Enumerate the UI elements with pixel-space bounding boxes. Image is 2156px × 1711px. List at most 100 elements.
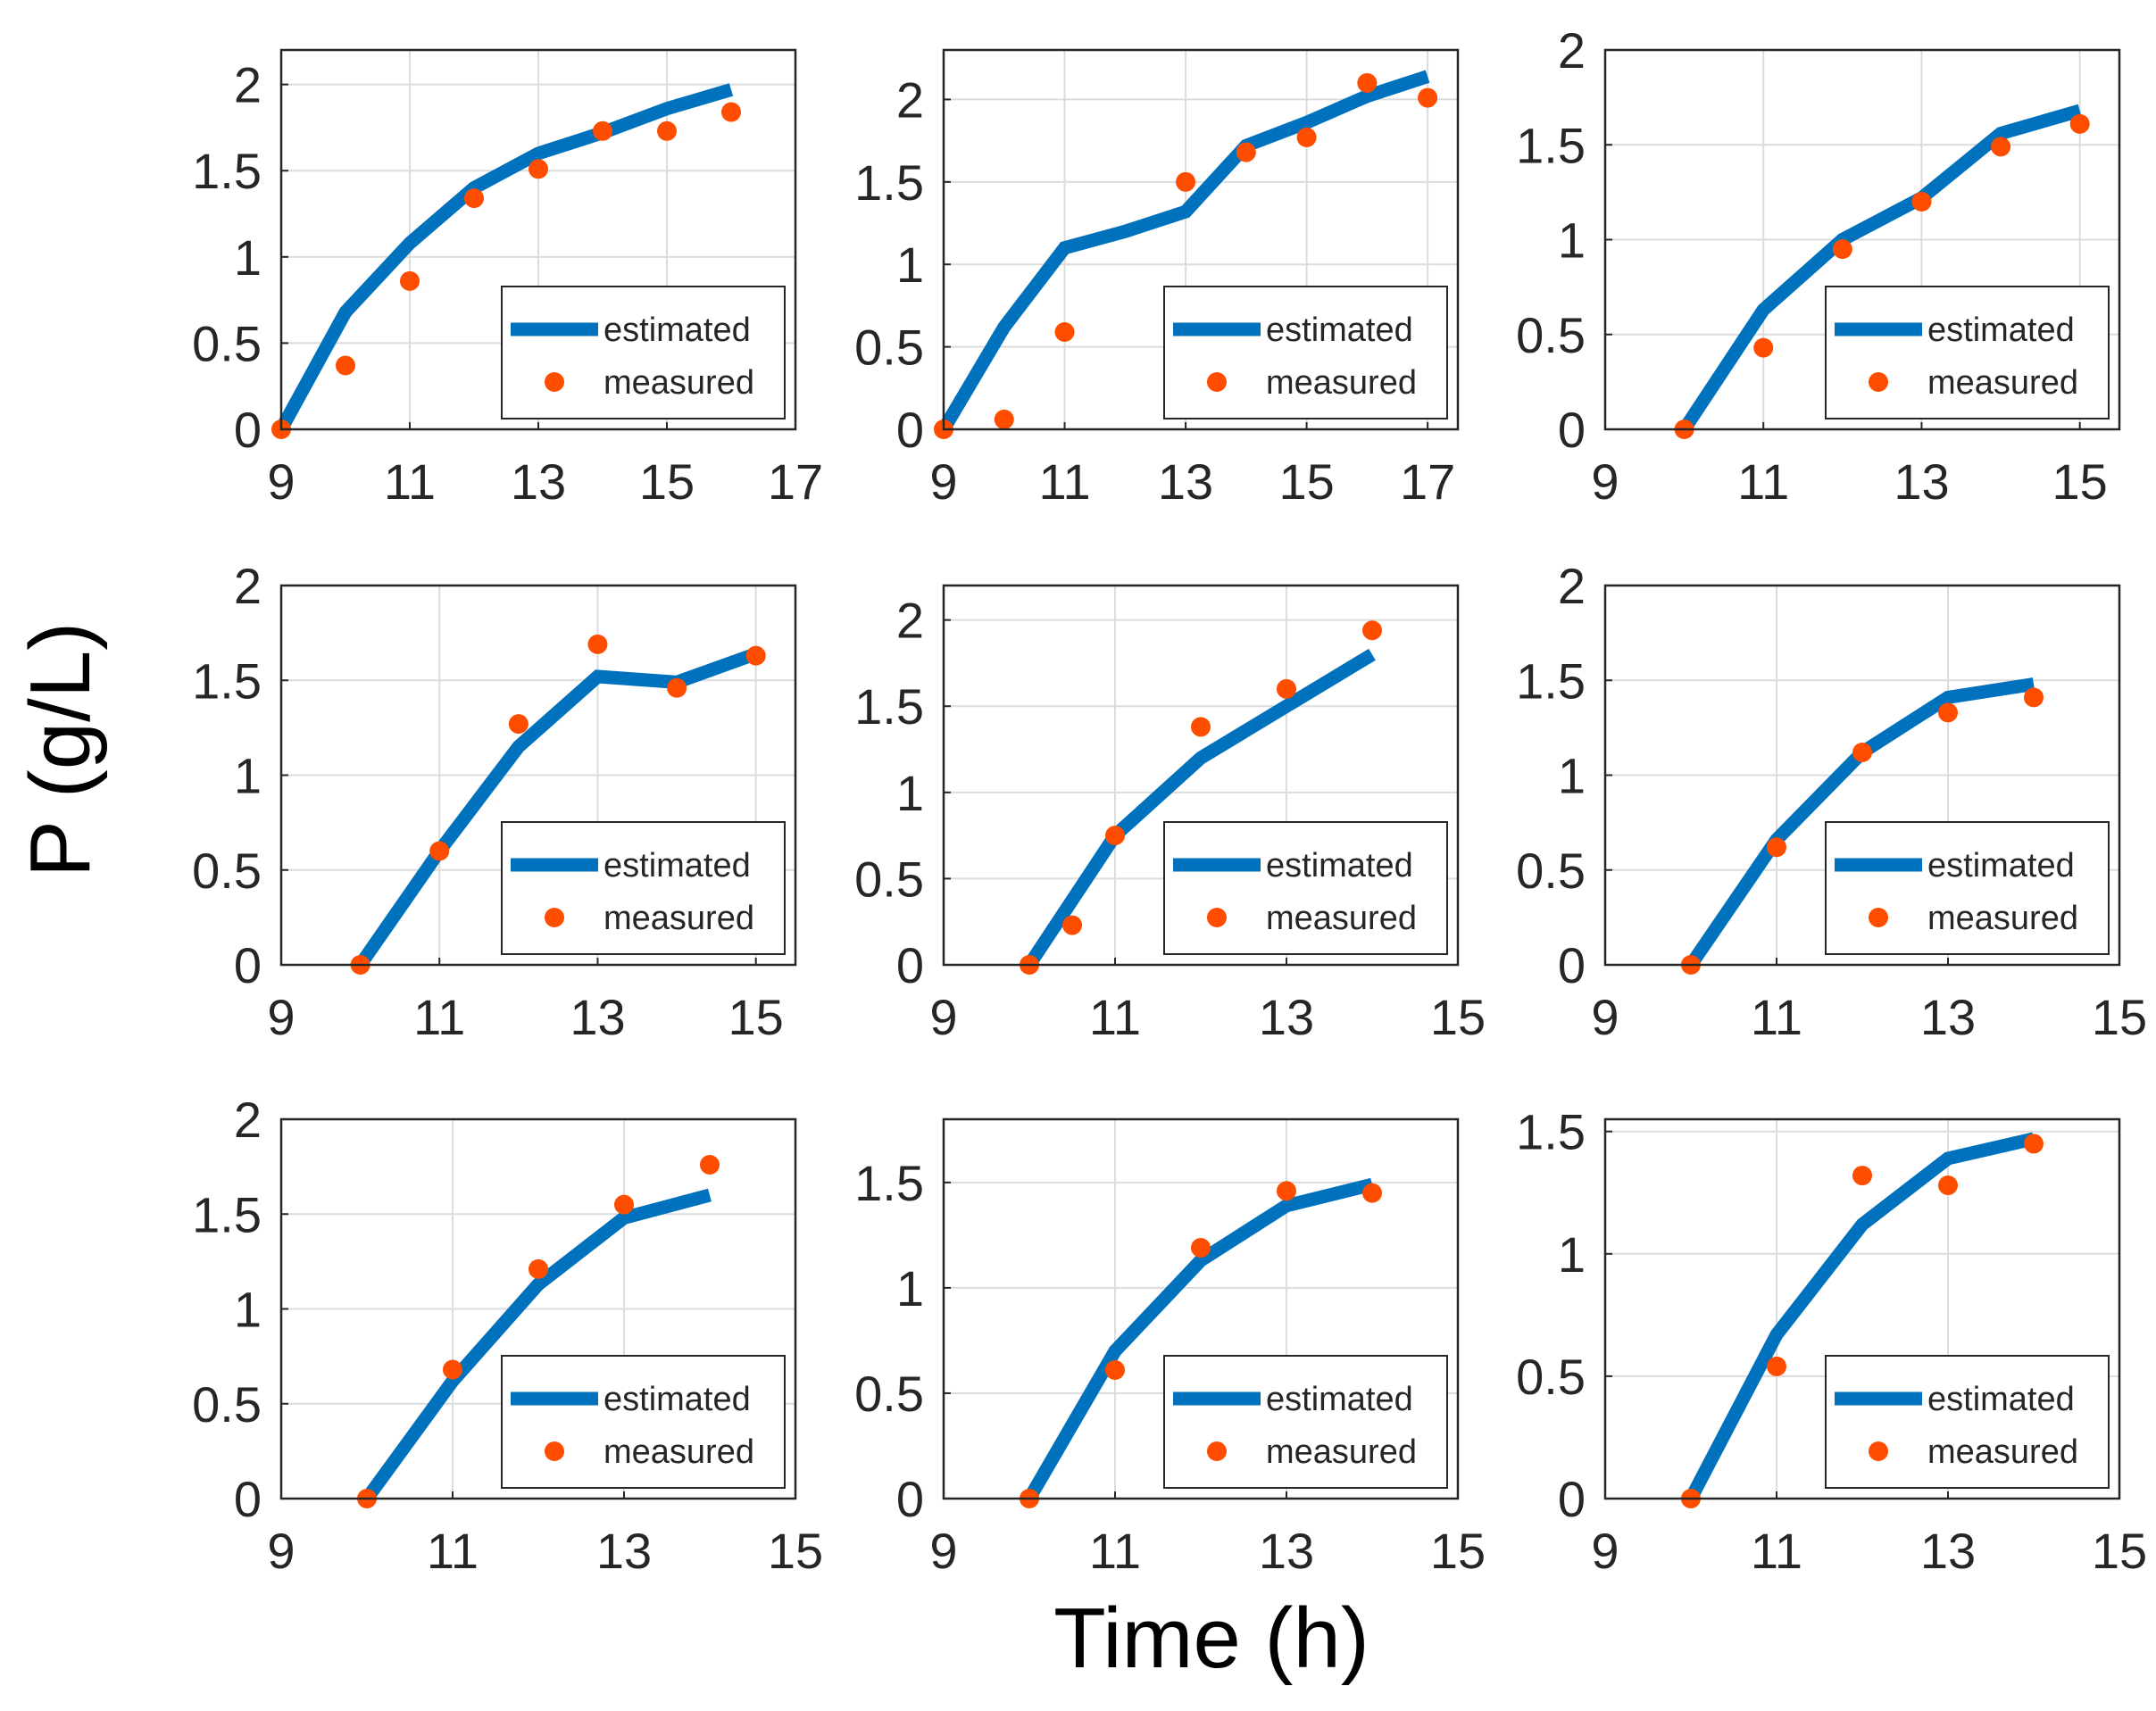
x-tick-label: 9: [1591, 1523, 1619, 1579]
data-point-measured: [1277, 678, 1296, 699]
data-point-measured: [587, 634, 608, 654]
legend-label-estimated: estimated: [1266, 311, 1413, 349]
data-point-measured: [1176, 171, 1196, 192]
data-point-measured: [1105, 1359, 1125, 1380]
x-tick-label: 9: [267, 989, 295, 1045]
data-point-measured: [1277, 1181, 1296, 1201]
legend-label-estimated: estimated: [1927, 311, 2075, 349]
data-point-measured: [721, 102, 741, 122]
legend-swatch-measured: [1207, 1441, 1227, 1461]
y-tick-label: 0: [234, 1471, 262, 1527]
legend-swatch-measured: [545, 372, 564, 392]
x-tick-label: 11: [1751, 1523, 1802, 1579]
y-tick-label: 0: [234, 937, 262, 993]
y-tick-label: 2: [896, 71, 924, 128]
data-point-measured: [1236, 142, 1256, 162]
series-line-estimated: [1023, 648, 1376, 969]
y-tick-label: 0.5: [192, 1376, 262, 1433]
data-point-measured: [1852, 1166, 1872, 1186]
legend-box: [1163, 286, 1448, 419]
x-tick-label: 15: [1430, 989, 1486, 1045]
legend-label-estimated: estimated: [1266, 1381, 1413, 1418]
subplot-row2-col2: 9 11 13 15 0 0.5 1 1.5 2 estimated measured: [854, 584, 1486, 1045]
y-tick-label: 0.5: [192, 315, 262, 371]
data-point-measured: [700, 1155, 720, 1175]
y-tick-label: 1.5: [1516, 1104, 1586, 1160]
y-tick-label: 0.5: [854, 851, 924, 907]
axes-box: [1603, 48, 2121, 431]
data-point-measured: [1062, 915, 1082, 935]
legend-swatch-measured: [1207, 908, 1227, 927]
data-point-measured: [1362, 1183, 1382, 1203]
data-point-measured: [464, 188, 484, 209]
legend-label-measured: measured: [1927, 1433, 2078, 1471]
legend-label-estimated: estimated: [604, 1381, 751, 1418]
subplot-row2-col1: 9 11 13 15 0 0.5 1 1.5 2 estimated measured: [192, 558, 797, 1045]
x-tick-label: 9: [1591, 453, 1619, 510]
y-tick-label: 2: [896, 593, 924, 649]
legend: estimated measured: [1163, 1355, 1448, 1489]
y-tick-label: 0: [896, 1471, 924, 1527]
x-tick-label: 9: [929, 453, 957, 510]
y-tick-label: 1: [1558, 748, 1586, 804]
y-tick-label: 1: [896, 237, 924, 293]
legend-box: [1825, 286, 2110, 419]
y-tick-label: 0: [896, 402, 924, 458]
x-tick-label: 11: [413, 989, 465, 1045]
data-point-measured: [336, 355, 355, 376]
x-tick-label: 9: [267, 453, 295, 510]
legend: estimated measured: [1825, 1355, 2110, 1489]
data-point-measured: [1767, 1356, 1786, 1376]
y-tick-label: 0.5: [854, 320, 924, 376]
data-point-measured: [1362, 620, 1382, 641]
legend-swatch-measured: [1869, 1441, 1888, 1461]
x-tick-label: 13: [1920, 989, 1976, 1045]
data-point-measured: [657, 120, 677, 141]
data-point-measured: [593, 120, 612, 141]
data-point-measured: [1938, 702, 1958, 723]
x-tick-label: 15: [2092, 989, 2147, 1045]
data-point-measured: [1852, 743, 1872, 762]
legend-label-measured: measured: [1266, 900, 1417, 937]
series-line-estimated: [354, 647, 759, 969]
legend: estimated measured: [1163, 286, 1448, 419]
data-point-measured: [1418, 87, 1438, 108]
legend-label-estimated: estimated: [604, 847, 751, 885]
legend-swatch-measured: [545, 908, 564, 927]
x-tick-label: 13: [511, 453, 566, 510]
legend-label-measured: measured: [1927, 364, 2078, 402]
y-tick-label: 2: [234, 1092, 262, 1148]
legend: estimated measured: [1825, 821, 2110, 955]
subplot-row3-col3: 9 11 13 15 0 0.5 1 1.5 estimated measured: [1516, 1104, 2147, 1579]
data-point-measured: [1753, 337, 1774, 358]
legend-box: [501, 1355, 786, 1489]
legend-swatch-measured: [1869, 372, 1888, 392]
y-tick-label: 0.5: [854, 1366, 924, 1422]
legend: estimated measured: [1163, 821, 1448, 955]
x-tick-label: 17: [1400, 453, 1455, 510]
data-point-measured: [508, 714, 529, 735]
data-point-measured: [1054, 321, 1075, 342]
legend-label-measured: measured: [604, 364, 754, 402]
subplot-row1-col2: 9 11 13 15 17 0 0.5 1 1.5 2 estimated measured: [854, 48, 1460, 510]
y-tick-label: 1: [896, 765, 924, 821]
x-tick-label: 15: [2052, 453, 2108, 510]
x-tick-label: 15: [1430, 1523, 1486, 1579]
y-tick-label: 1.5: [1516, 652, 1586, 709]
x-tick-label: 15: [2092, 1523, 2147, 1579]
data-point-measured: [1991, 137, 2011, 157]
legend-label-estimated: estimated: [1266, 847, 1413, 885]
x-tick-label: 11: [1089, 989, 1141, 1045]
legend-box: [1825, 1355, 2110, 1489]
axes-box: [942, 584, 1460, 967]
legend-box: [1163, 1355, 1448, 1489]
legend-label-measured: measured: [1927, 900, 2078, 937]
data-point-measured: [529, 159, 548, 179]
legend-swatch-measured: [545, 1441, 564, 1461]
x-tick-label: 13: [1158, 453, 1213, 510]
y-tick-label: 1.5: [192, 652, 262, 709]
data-point-measured: [2069, 113, 2090, 134]
legend-label-measured: measured: [1266, 1433, 1417, 1471]
